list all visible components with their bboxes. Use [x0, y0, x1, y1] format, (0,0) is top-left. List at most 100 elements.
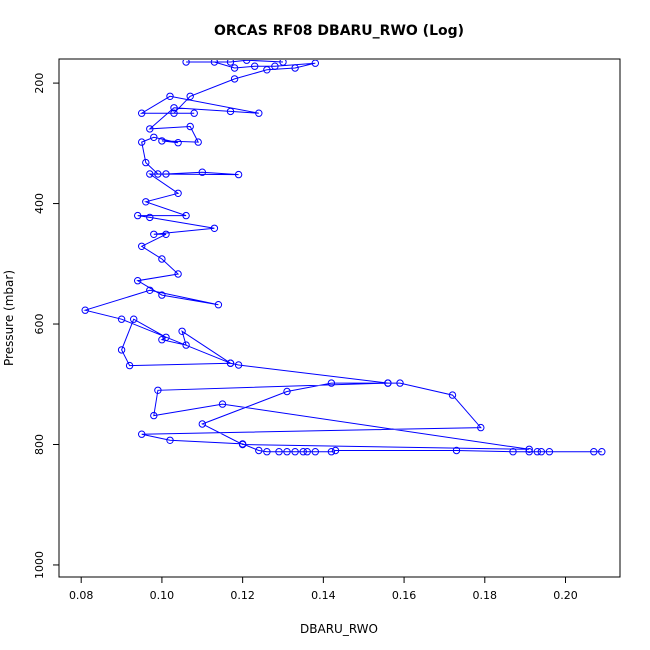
- y-tick-label: 200: [33, 73, 46, 94]
- x-tick-label: 0.10: [150, 589, 175, 602]
- data-point: [158, 291, 166, 299]
- data-point: [130, 315, 138, 323]
- data-point: [291, 64, 299, 72]
- data-point: [146, 213, 154, 222]
- data-point: [166, 92, 174, 101]
- data-point: [162, 230, 170, 239]
- y-tick-label: 600: [33, 314, 46, 335]
- y-tick-label: 400: [33, 193, 46, 214]
- data-point: [226, 359, 235, 367]
- data-point: [162, 333, 170, 341]
- data-point: [533, 448, 541, 456]
- data-point: [162, 170, 170, 178]
- data-point: [218, 400, 227, 408]
- data-point: [134, 277, 142, 285]
- x-tick-label: 0.20: [553, 589, 578, 602]
- data-point: [81, 306, 89, 314]
- data-point: [182, 60, 190, 66]
- data-point: [170, 104, 178, 112]
- data-point: [384, 379, 392, 387]
- data-point: [448, 391, 457, 399]
- data-point: [138, 138, 146, 146]
- data-point: [142, 198, 150, 206]
- plot-frame: [58, 58, 621, 578]
- y-tick-label: 800: [33, 434, 46, 455]
- data-point: [255, 446, 263, 455]
- data-point: [263, 66, 271, 74]
- data-point: [138, 109, 146, 117]
- data-point: [234, 170, 243, 179]
- data-point: [214, 301, 223, 309]
- data-point: [238, 440, 247, 449]
- x-axis-label: DBARU_RWO: [300, 622, 378, 636]
- data-point: [158, 255, 166, 263]
- data-point: [138, 242, 146, 251]
- data-point: [186, 122, 194, 131]
- data-point: [525, 445, 533, 453]
- data-point: [230, 64, 239, 72]
- data-point: [477, 423, 485, 432]
- data-point: [146, 286, 154, 294]
- data-point: [154, 170, 162, 178]
- data-point: [509, 448, 517, 456]
- data-point: [174, 189, 182, 198]
- data-point: [291, 448, 299, 456]
- data-point: [271, 62, 279, 70]
- data-point: [134, 211, 142, 220]
- data-point: [230, 75, 239, 83]
- data-point: [186, 92, 194, 101]
- data-point: [243, 60, 251, 64]
- data-point: [590, 448, 598, 456]
- data-point: [299, 448, 307, 456]
- data-point: [537, 448, 545, 456]
- data-point: [166, 436, 174, 444]
- data-point: [125, 361, 134, 370]
- data-point: [150, 411, 158, 420]
- data-point: [279, 60, 287, 66]
- data-point: [251, 62, 259, 70]
- data-point: [311, 60, 319, 67]
- data-point: [150, 133, 158, 142]
- y-tick-label: 1000: [33, 551, 46, 579]
- x-tick-label: 0.08: [69, 589, 94, 602]
- data-point: [178, 327, 186, 335]
- data-point: [283, 387, 291, 396]
- data-point: [142, 158, 150, 167]
- data-point: [210, 224, 219, 233]
- x-tick-label: 0.18: [473, 589, 498, 602]
- data-point: [158, 137, 166, 145]
- data-point: [331, 446, 340, 455]
- data-point: [198, 420, 207, 428]
- data-point: [303, 448, 311, 456]
- data-point: [255, 109, 263, 117]
- x-tick-label: 0.14: [311, 589, 336, 602]
- data-point: [327, 448, 336, 456]
- data-point: [138, 430, 146, 438]
- data-point: [190, 109, 198, 117]
- data-point: [182, 341, 190, 349]
- series-layer: [81, 60, 606, 456]
- x-tick-label: 0.16: [392, 589, 417, 602]
- data-point: [396, 379, 404, 387]
- data-point: [117, 346, 126, 354]
- data-point: [226, 60, 235, 66]
- chart-title: ORCAS RF08 DBARU_RWO (Log): [214, 23, 464, 39]
- data-point: [327, 379, 336, 387]
- data-point: [146, 170, 154, 178]
- data-point: [150, 230, 158, 239]
- data-point: [174, 270, 182, 278]
- data-point: [234, 361, 243, 369]
- data-point: [117, 315, 126, 323]
- data-point: [452, 446, 461, 455]
- x-tick-label: 0.12: [230, 589, 255, 602]
- data-point: [545, 448, 554, 456]
- data-point: [198, 168, 207, 176]
- data-point: [311, 448, 319, 456]
- data-point: [182, 211, 190, 220]
- data-point: [170, 109, 178, 117]
- x-axis: 0.08 0.10 0.12 0.14 0.16 0.18 0.20: [69, 577, 578, 602]
- data-point: [226, 107, 235, 116]
- data-point: [210, 60, 219, 66]
- y-axis-label: Pressure (mbar): [2, 270, 16, 366]
